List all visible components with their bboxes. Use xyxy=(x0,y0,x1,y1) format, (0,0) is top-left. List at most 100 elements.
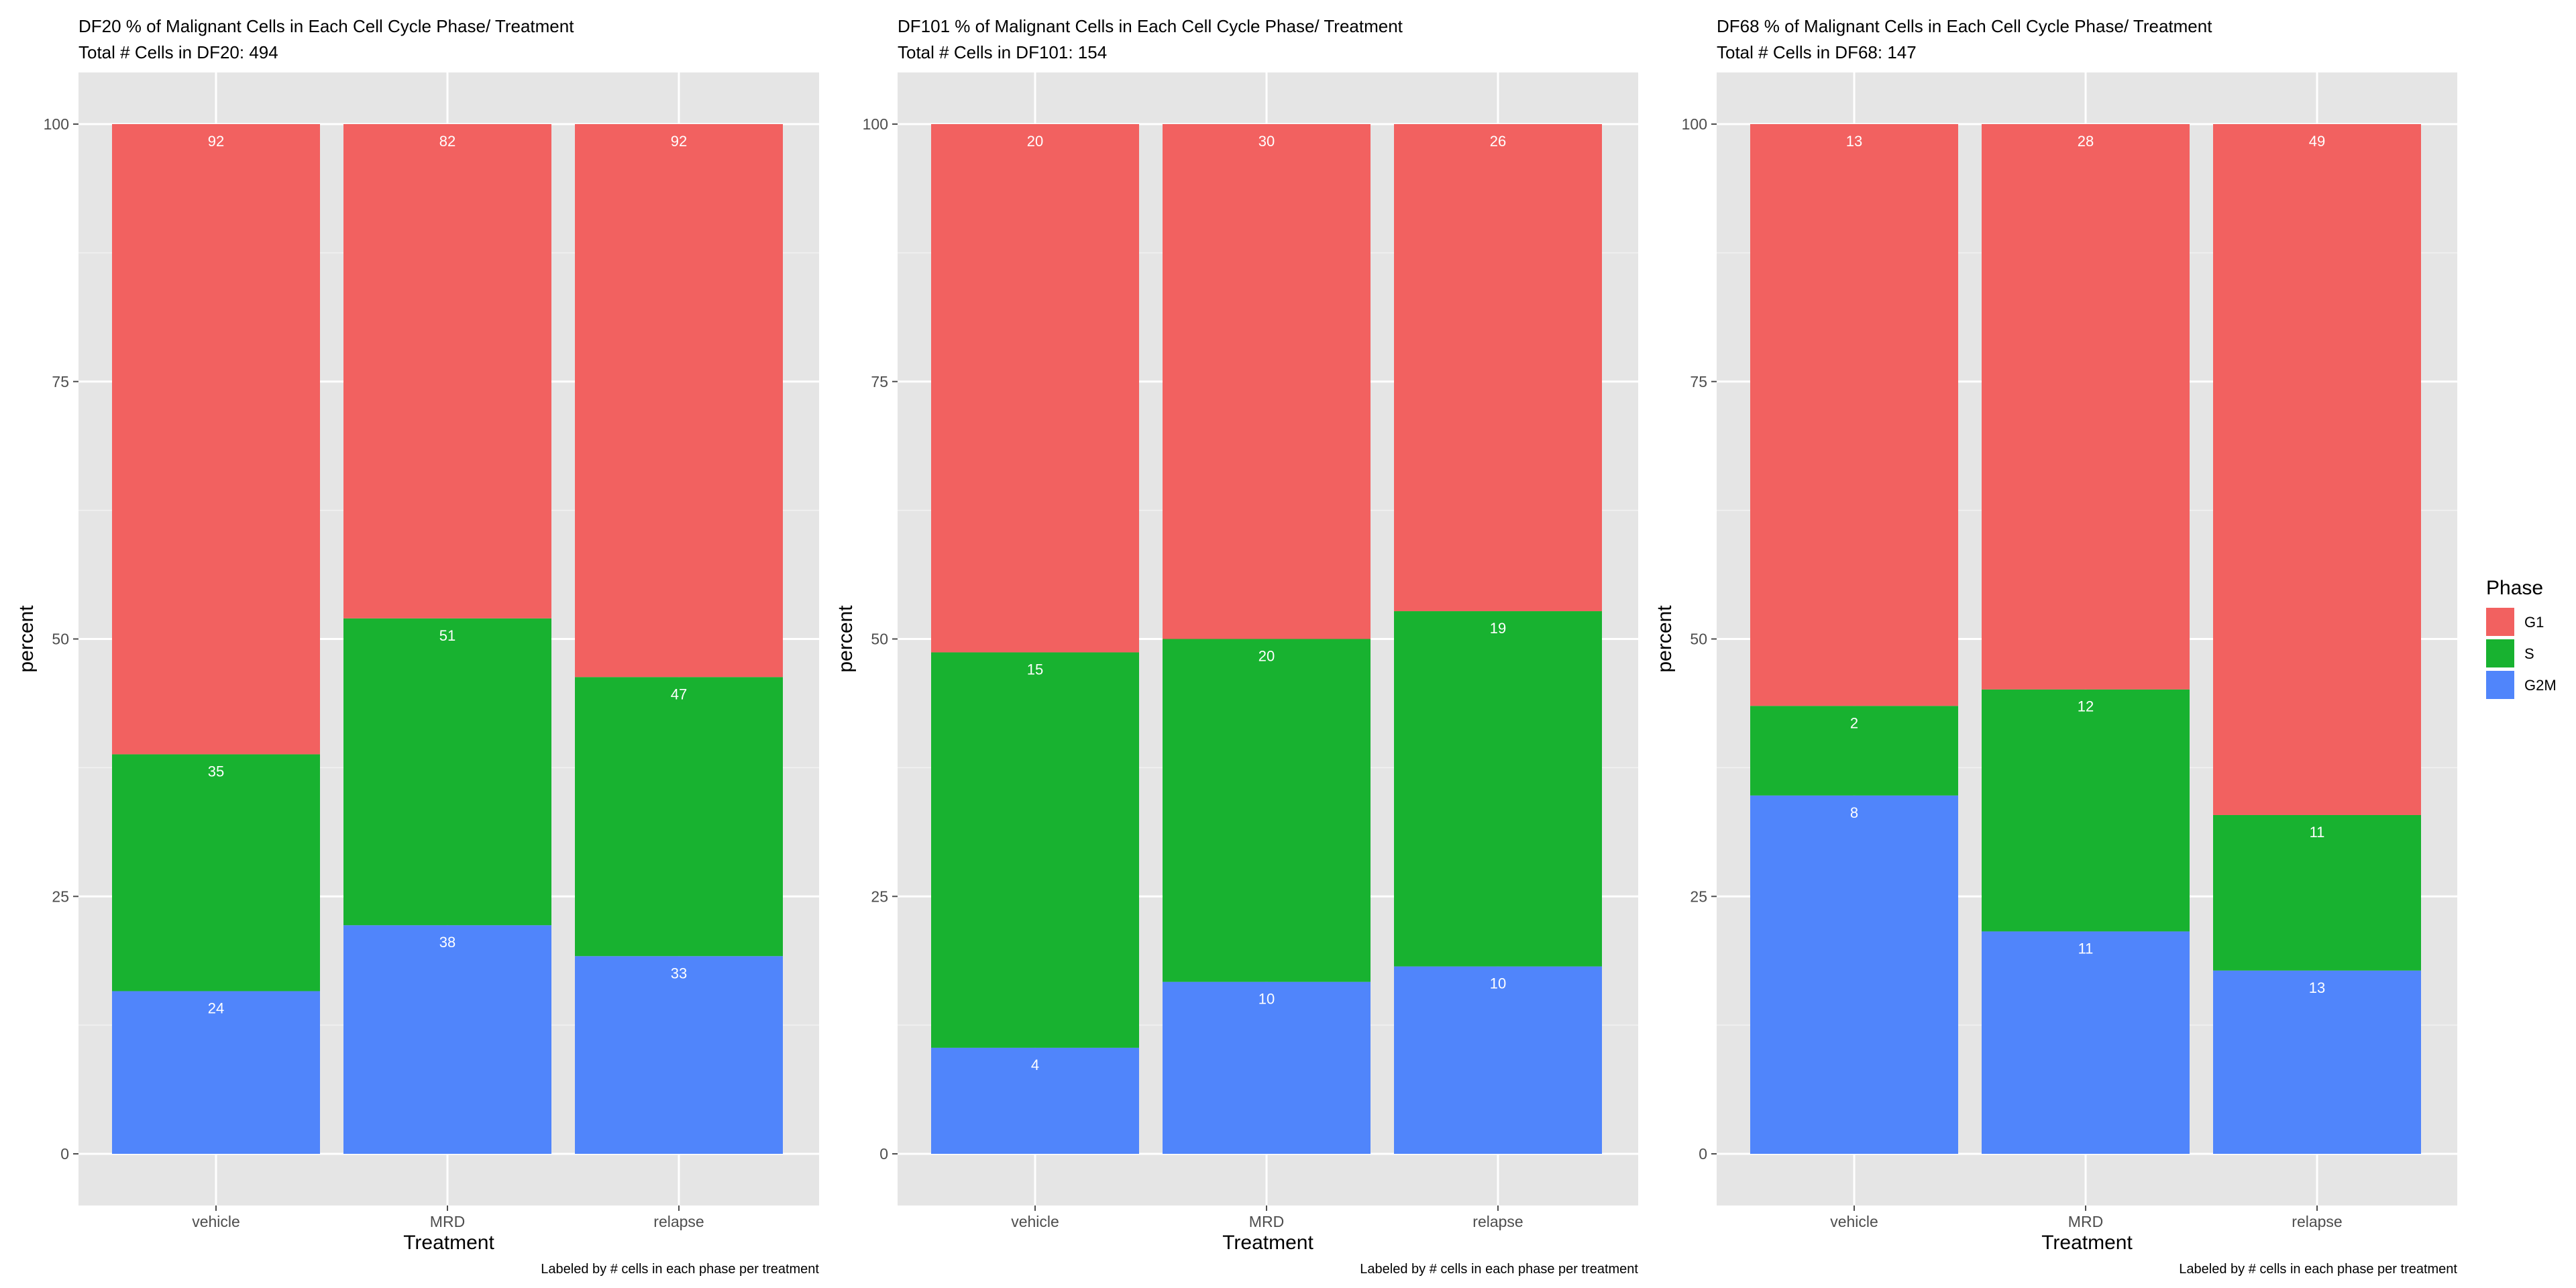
data-label-mrd-g2m: 11 xyxy=(2078,940,2094,957)
bar-vehicle-g2m xyxy=(931,1047,1139,1154)
legend-label-g1: G1 xyxy=(2524,614,2544,631)
bar-relapse-s xyxy=(1394,611,1602,967)
data-label-vehicle-s: 15 xyxy=(1027,661,1043,678)
legend-label-s: S xyxy=(2524,645,2534,662)
x-tick-label-mrd: MRD xyxy=(430,1213,465,1230)
bar-vehicle-g1 xyxy=(931,124,1139,653)
y-tick-label: 75 xyxy=(871,373,888,390)
data-label-vehicle-g1: 92 xyxy=(208,133,224,150)
x-tick-label-relapse: relapse xyxy=(1472,1213,1523,1230)
data-label-vehicle-g2m: 8 xyxy=(1850,804,1858,821)
y-axis-title: percent xyxy=(1654,605,1676,673)
data-label-relapse-g1: 26 xyxy=(1490,133,1506,150)
bar-mrd-g1 xyxy=(1982,124,2190,690)
data-label-mrd-g1: 82 xyxy=(439,133,455,150)
y-tick-label: 0 xyxy=(1699,1145,1707,1163)
data-label-relapse-g1: 49 xyxy=(2309,133,2325,150)
data-label-relapse-g2m: 13 xyxy=(2309,979,2325,996)
chart-title: DF68 % of Malignant Cells in Each Cell C… xyxy=(1717,16,2212,36)
bar-relapse-g2m xyxy=(575,956,783,1154)
y-axis-title: percent xyxy=(835,605,857,673)
y-tick-label: 25 xyxy=(1690,888,1707,905)
bar-vehicle-s xyxy=(1750,706,1958,796)
chart-caption: Labeled by # cells in each phase per tre… xyxy=(1360,1262,1638,1277)
data-label-relapse-s: 47 xyxy=(671,686,687,702)
x-axis-title: Treatment xyxy=(2041,1232,2133,1254)
bar-relapse-g2m xyxy=(2213,970,2421,1154)
legend-label-g2m: G2M xyxy=(2524,677,2557,694)
data-label-mrd-s: 12 xyxy=(2078,698,2094,715)
data-label-vehicle-g2m: 24 xyxy=(208,1000,224,1016)
data-label-vehicle-g2m: 4 xyxy=(1031,1057,1039,1073)
bar-mrd-s xyxy=(1163,639,1371,982)
y-tick-label: 0 xyxy=(879,1145,888,1163)
bar-relapse-s xyxy=(2213,814,2421,971)
data-label-vehicle-s: 2 xyxy=(1850,714,1858,731)
x-tick-label-vehicle: vehicle xyxy=(1011,1213,1059,1230)
bar-vehicle-g1 xyxy=(1750,124,1958,706)
bar-mrd-s xyxy=(1982,689,2190,932)
y-tick-label: 75 xyxy=(52,373,69,390)
bar-mrd-g1 xyxy=(1163,124,1371,639)
data-label-vehicle-s: 35 xyxy=(208,763,224,780)
chart-caption: Labeled by # cells in each phase per tre… xyxy=(2179,1262,2457,1277)
legend-title: Phase xyxy=(2486,577,2543,599)
x-tick-label-relapse: relapse xyxy=(2292,1213,2342,1230)
bar-relapse-s xyxy=(575,677,783,957)
bar-mrd-g1 xyxy=(343,124,551,619)
bar-mrd-g2m xyxy=(1163,981,1371,1154)
data-label-relapse-g2m: 33 xyxy=(671,965,687,981)
x-tick-label-vehicle: vehicle xyxy=(1830,1213,1878,1230)
y-tick-label: 50 xyxy=(871,631,888,648)
y-tick-label: 0 xyxy=(60,1145,69,1163)
bar-mrd-g2m xyxy=(343,925,551,1154)
data-label-relapse-g1: 92 xyxy=(671,133,687,150)
data-label-relapse-g2m: 10 xyxy=(1490,975,1506,992)
legend-swatch-g2m xyxy=(2486,671,2514,699)
y-tick-label: 25 xyxy=(871,888,888,905)
data-label-vehicle-g1: 13 xyxy=(1846,133,1862,150)
bar-relapse-g1 xyxy=(2213,124,2421,815)
x-tick-label-mrd: MRD xyxy=(2068,1213,2103,1230)
y-tick-label: 50 xyxy=(1690,631,1707,648)
data-label-relapse-s: 19 xyxy=(1490,620,1506,637)
data-label-mrd-g2m: 38 xyxy=(439,934,455,951)
data-label-mrd-s: 20 xyxy=(1258,648,1275,665)
bar-vehicle-s xyxy=(112,754,320,991)
y-tick-label: 25 xyxy=(52,888,69,905)
y-axis-title: percent xyxy=(15,605,38,673)
data-label-relapse-s: 11 xyxy=(2310,824,2325,841)
y-tick-label: 100 xyxy=(1682,115,1707,133)
bar-mrd-g2m xyxy=(1982,931,2190,1154)
bar-relapse-g1 xyxy=(575,124,783,678)
x-tick-label-relapse: relapse xyxy=(653,1213,704,1230)
x-axis-title: Treatment xyxy=(1222,1232,1313,1254)
y-tick-label: 50 xyxy=(52,631,69,648)
bar-vehicle-s xyxy=(931,652,1139,1048)
bar-vehicle-g1 xyxy=(112,124,320,755)
bar-relapse-g2m xyxy=(1394,966,1602,1154)
data-label-vehicle-g1: 20 xyxy=(1027,133,1043,150)
data-label-mrd-g1: 30 xyxy=(1258,133,1275,150)
bar-vehicle-g2m xyxy=(112,991,320,1154)
bar-mrd-s xyxy=(343,618,551,926)
x-axis-title: Treatment xyxy=(403,1232,494,1254)
x-tick-label-mrd: MRD xyxy=(1249,1213,1284,1230)
chart-subtitle: Total # Cells in DF68: 147 xyxy=(1717,42,1917,62)
bar-vehicle-g2m xyxy=(1750,795,1958,1154)
x-tick-label-vehicle: vehicle xyxy=(192,1213,240,1230)
data-label-mrd-s: 51 xyxy=(439,627,455,644)
chart-subtitle: Total # Cells in DF20: 494 xyxy=(78,42,278,62)
legend-swatch-s xyxy=(2486,639,2514,667)
y-tick-label: 100 xyxy=(44,115,69,133)
data-label-mrd-g1: 28 xyxy=(2078,133,2094,150)
data-label-mrd-g2m: 10 xyxy=(1258,991,1275,1008)
legend-swatch-g1 xyxy=(2486,608,2514,636)
chart-title: DF20 % of Malignant Cells in Each Cell C… xyxy=(78,16,574,36)
bar-relapse-g1 xyxy=(1394,124,1602,612)
y-tick-label: 75 xyxy=(1690,373,1707,390)
chart-subtitle: Total # Cells in DF101: 154 xyxy=(898,42,1107,62)
chart-title: DF101 % of Malignant Cells in Each Cell … xyxy=(898,16,1403,36)
y-tick-label: 100 xyxy=(863,115,888,133)
